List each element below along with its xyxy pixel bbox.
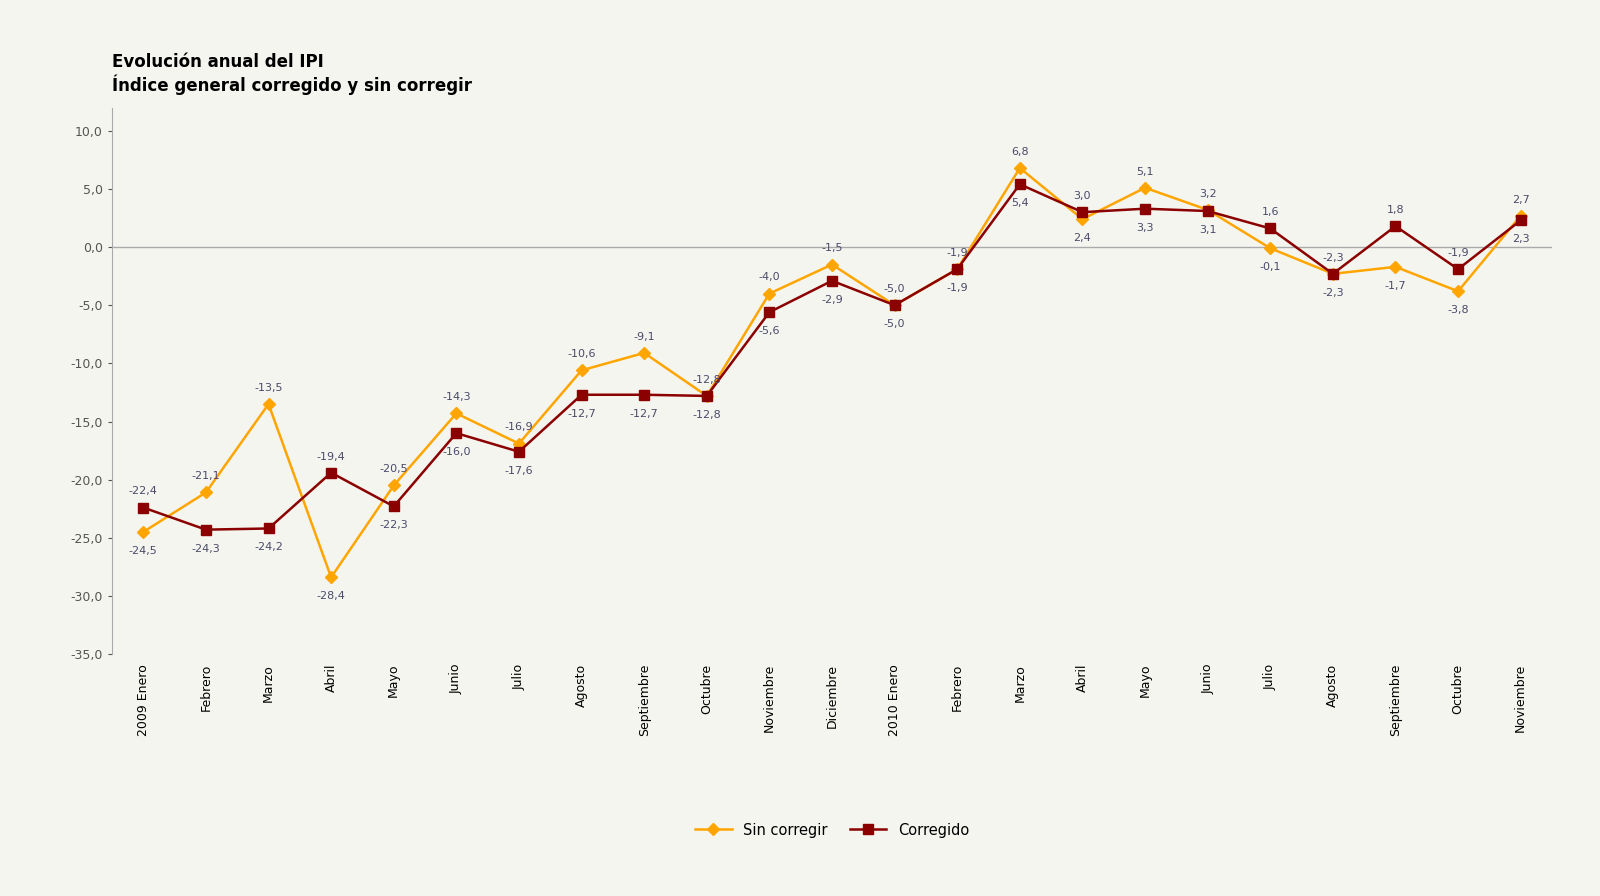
Corregido [1510, 215, 1530, 226]
Text: 5,4: 5,4 [1011, 198, 1029, 208]
Corregido [698, 391, 717, 401]
Sin corregir [1136, 183, 1155, 194]
Text: -4,0: -4,0 [758, 272, 781, 282]
Sin corregir [885, 300, 904, 311]
Text: Evolución anual del IPI
Índice general corregido y sin corregir: Evolución anual del IPI Índice general c… [112, 53, 472, 95]
Text: -19,4: -19,4 [317, 452, 346, 461]
Sin corregir [384, 480, 403, 491]
Sin corregir [1010, 162, 1029, 173]
Corregido [134, 502, 154, 513]
Sin corregir [197, 487, 216, 498]
Corregido [822, 275, 842, 286]
Sin corregir [635, 348, 654, 358]
Text: -1,5: -1,5 [821, 244, 843, 254]
Sin corregir [134, 527, 154, 538]
Text: 3,3: 3,3 [1136, 222, 1154, 233]
Sin corregir [1323, 269, 1342, 280]
Text: -20,5: -20,5 [379, 464, 408, 474]
Corregido [197, 524, 216, 535]
Text: -1,7: -1,7 [1384, 280, 1406, 290]
Text: -1,9: -1,9 [947, 248, 968, 258]
Text: -9,1: -9,1 [634, 332, 654, 341]
Text: -24,3: -24,3 [192, 544, 221, 554]
Text: -1,9: -1,9 [947, 283, 968, 293]
Corregido [635, 390, 654, 401]
Text: -21,1: -21,1 [192, 471, 221, 481]
Text: -24,5: -24,5 [130, 546, 158, 556]
Text: -22,4: -22,4 [130, 487, 158, 496]
Corregido [259, 523, 278, 534]
Corregido [885, 300, 904, 311]
Sin corregir [1198, 204, 1218, 215]
Text: -2,9: -2,9 [821, 295, 843, 305]
Sin corregir [760, 289, 779, 299]
Text: -16,0: -16,0 [442, 447, 470, 457]
Sin corregir [1074, 214, 1093, 225]
Text: 3,0: 3,0 [1074, 191, 1091, 201]
Corregido [322, 468, 341, 478]
Text: -13,5: -13,5 [254, 383, 283, 393]
Text: -24,2: -24,2 [254, 542, 283, 552]
Sin corregir [947, 263, 966, 274]
Corregido [1323, 269, 1342, 280]
Corregido [1136, 203, 1155, 214]
Corregido [509, 446, 528, 457]
Corregido [1010, 179, 1029, 190]
Corregido [1448, 263, 1467, 274]
Text: -2,3: -2,3 [1322, 253, 1344, 263]
Text: 6,8: 6,8 [1011, 147, 1029, 157]
Text: -3,8: -3,8 [1448, 306, 1469, 315]
Corregido [446, 427, 466, 438]
Text: 2,4: 2,4 [1074, 233, 1091, 243]
Text: -1,9: -1,9 [1448, 248, 1469, 258]
Sin corregir [1386, 262, 1405, 272]
Line: Sin corregir: Sin corregir [139, 163, 1525, 582]
Text: 1,8: 1,8 [1387, 205, 1405, 215]
Text: -5,0: -5,0 [883, 319, 906, 329]
Text: 5,1: 5,1 [1136, 167, 1154, 177]
Corregido [947, 263, 966, 274]
Text: 1,6: 1,6 [1261, 207, 1278, 218]
Text: -22,3: -22,3 [379, 521, 408, 530]
Text: -12,7: -12,7 [630, 409, 659, 418]
Text: -0,1: -0,1 [1259, 263, 1282, 272]
Sin corregir [1510, 211, 1530, 221]
Corregido [1198, 206, 1218, 217]
Text: -5,0: -5,0 [883, 284, 906, 294]
Line: Corregido: Corregido [139, 180, 1525, 534]
Corregido [760, 306, 779, 317]
Corregido [1261, 223, 1280, 234]
Sin corregir [322, 572, 341, 582]
Corregido [384, 501, 403, 512]
Text: -12,8: -12,8 [693, 409, 722, 420]
Text: -2,3: -2,3 [1322, 288, 1344, 297]
Text: -10,6: -10,6 [568, 349, 595, 359]
Sin corregir [259, 399, 278, 409]
Text: -16,9: -16,9 [504, 423, 533, 433]
Sin corregir [1261, 243, 1280, 254]
Sin corregir [698, 391, 717, 401]
Text: 2,7: 2,7 [1512, 194, 1530, 204]
Text: -12,8: -12,8 [693, 375, 722, 384]
Text: -14,3: -14,3 [442, 392, 470, 402]
Text: 3,2: 3,2 [1198, 189, 1216, 199]
Corregido [1074, 207, 1093, 218]
Legend: Sin corregir, Corregido: Sin corregir, Corregido [690, 817, 974, 843]
Sin corregir [571, 365, 590, 375]
Sin corregir [1448, 286, 1467, 297]
Text: 2,3: 2,3 [1512, 234, 1530, 245]
Text: -17,6: -17,6 [504, 466, 533, 476]
Corregido [571, 390, 590, 401]
Text: -12,7: -12,7 [566, 409, 595, 418]
Sin corregir [822, 259, 842, 270]
Text: -5,6: -5,6 [758, 326, 781, 336]
Text: 3,1: 3,1 [1198, 225, 1216, 235]
Sin corregir [509, 438, 528, 449]
Corregido [1386, 220, 1405, 231]
Text: -28,4: -28,4 [317, 591, 346, 601]
Sin corregir [446, 408, 466, 418]
